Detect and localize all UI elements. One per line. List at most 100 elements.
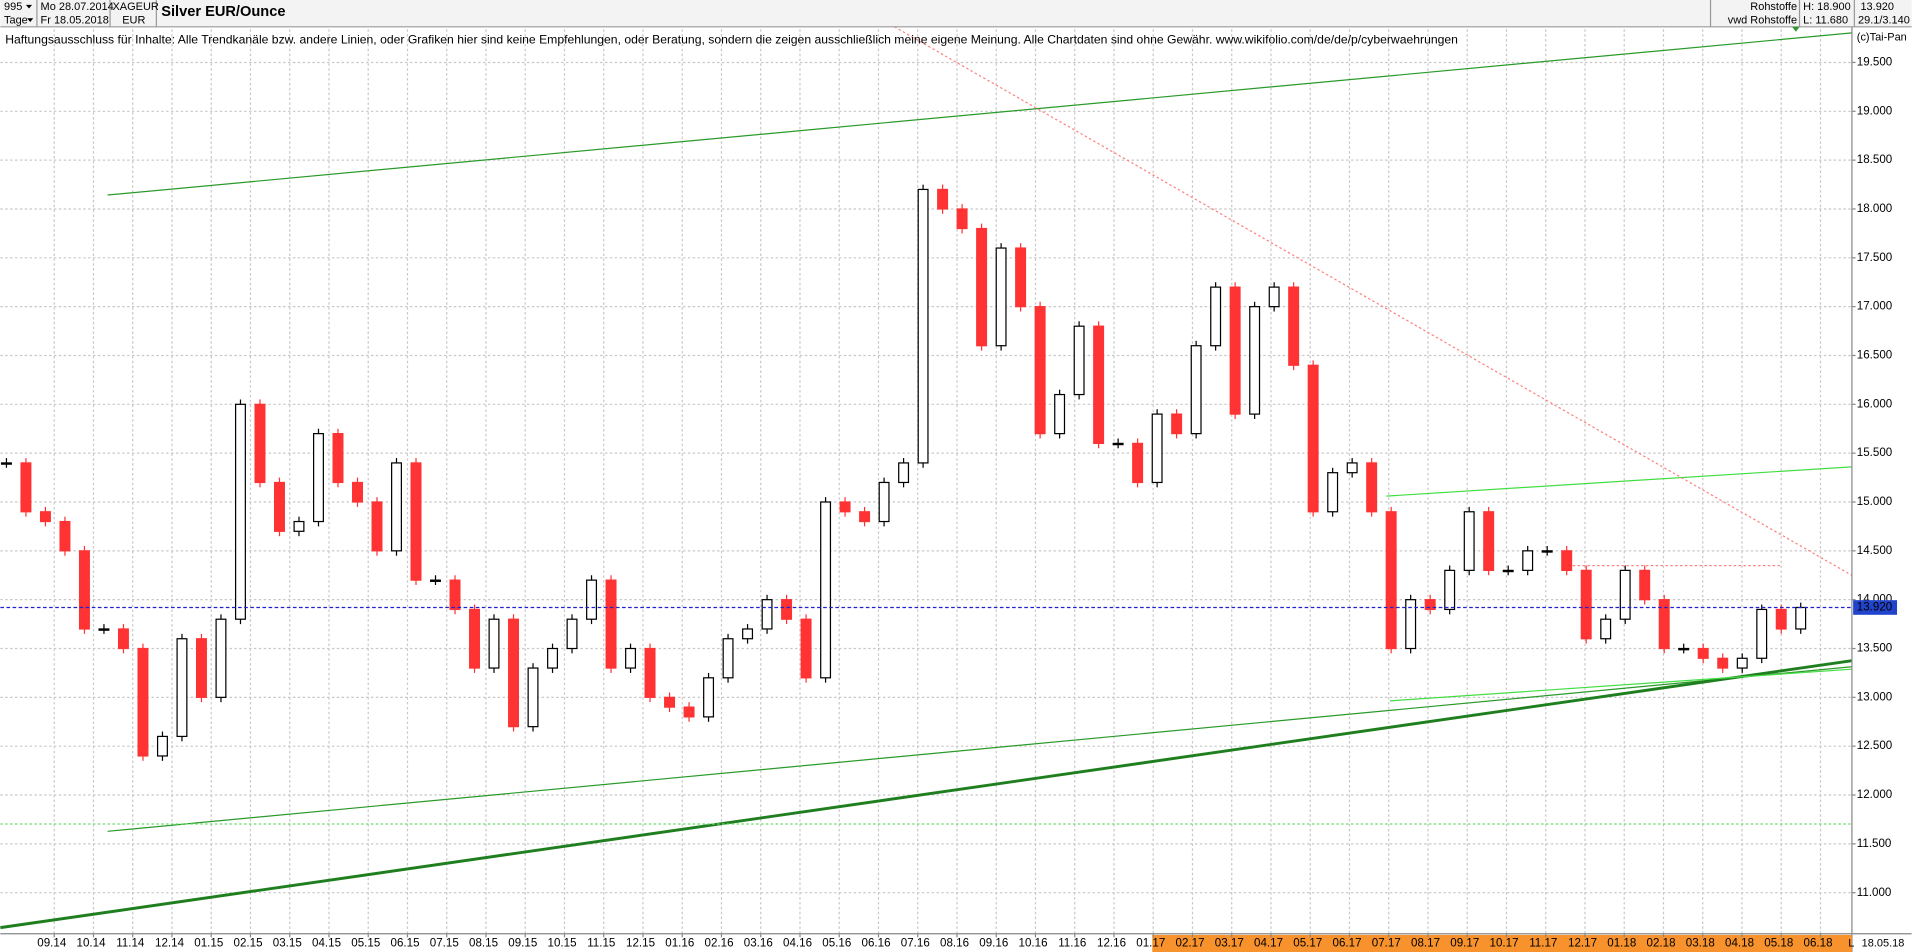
candle bbox=[859, 511, 871, 523]
candle bbox=[1171, 413, 1183, 435]
dropdown-arrow[interactable] bbox=[27, 18, 34, 22]
date-from: Mo 28.07.2014 bbox=[41, 1, 114, 13]
candle bbox=[1405, 599, 1417, 650]
x-tick-label: 10.17 bbox=[1490, 938, 1519, 950]
candle bbox=[1034, 306, 1046, 435]
dropdown-arrow[interactable] bbox=[25, 4, 33, 9]
x-tick-label: 03.16 bbox=[744, 938, 773, 950]
trend-lines bbox=[0, 23, 1853, 930]
symbol: XAGEUR bbox=[112, 1, 158, 13]
period[interactable]: Tage bbox=[4, 15, 28, 27]
x-tick-label: 12.16 bbox=[1097, 938, 1126, 950]
candle bbox=[1307, 364, 1319, 513]
candle bbox=[195, 638, 207, 698]
y-tick-label: 18.500 bbox=[1857, 154, 1892, 166]
x-tick-label: 07.15 bbox=[430, 938, 459, 950]
x-tick-label: 12.17 bbox=[1568, 938, 1597, 950]
x-tick-label: 06.15 bbox=[391, 938, 420, 950]
candle bbox=[156, 735, 168, 757]
candle bbox=[1327, 472, 1339, 513]
y-tick-label: 17.500 bbox=[1857, 252, 1892, 264]
last-price-label: 13.920 bbox=[1857, 602, 1892, 614]
candle bbox=[547, 647, 559, 669]
candle bbox=[703, 677, 715, 718]
candle bbox=[742, 628, 754, 640]
candle bbox=[1132, 442, 1144, 484]
marker bbox=[1792, 26, 1800, 32]
candle bbox=[1444, 569, 1456, 611]
candle bbox=[878, 481, 890, 523]
source: vwd Rohstoffe bbox=[1728, 15, 1797, 27]
y-tick-label: 12.500 bbox=[1857, 740, 1892, 752]
candle bbox=[391, 462, 402, 552]
count[interactable]: 995 bbox=[4, 1, 22, 13]
x-tick-label: 07.17 bbox=[1372, 938, 1401, 950]
axes: 11.00011.50012.00012.50013.00013.50014.0… bbox=[0, 26, 1912, 952]
last-price-box bbox=[1853, 600, 1898, 615]
trend-line bbox=[0, 659, 1853, 930]
resistance-line bbox=[889, 23, 1853, 576]
date-to: Fr 18.05.2018 bbox=[41, 15, 109, 27]
x-tick-label: 11.14 bbox=[116, 938, 145, 950]
candle bbox=[1229, 286, 1241, 415]
end-mark: L bbox=[1848, 937, 1854, 949]
candle bbox=[254, 403, 266, 484]
candles bbox=[0, 184, 1807, 761]
candle bbox=[1015, 247, 1027, 308]
last: 13.920 bbox=[1860, 1, 1894, 13]
y-tick-label: 16.500 bbox=[1857, 350, 1892, 362]
candle bbox=[1717, 657, 1729, 669]
candle bbox=[273, 481, 285, 532]
x-tick-label: 09.15 bbox=[508, 938, 537, 950]
candle bbox=[59, 520, 71, 552]
x-tick-label: 11.15 bbox=[587, 938, 615, 950]
x-tick-label: 09.14 bbox=[37, 938, 67, 950]
candle bbox=[839, 501, 851, 513]
candle bbox=[1697, 647, 1709, 659]
x-tick-label: 04.18 bbox=[1725, 938, 1754, 950]
candle bbox=[176, 638, 188, 738]
candle bbox=[332, 433, 344, 484]
candle bbox=[1366, 462, 1378, 513]
y-tick-label: 12.000 bbox=[1857, 789, 1892, 801]
x-tick-label: 02.15 bbox=[234, 938, 263, 950]
candle bbox=[371, 501, 383, 552]
candle bbox=[644, 647, 656, 698]
candle bbox=[937, 188, 949, 210]
candle bbox=[39, 511, 51, 523]
y-tick-label: 11.000 bbox=[1857, 887, 1892, 899]
candle bbox=[234, 403, 246, 620]
candle bbox=[976, 227, 988, 347]
x-tick-label: 02.18 bbox=[1647, 938, 1676, 950]
candle bbox=[664, 696, 676, 708]
candle bbox=[488, 618, 500, 669]
candle bbox=[1093, 325, 1105, 445]
x-tick-label: 08.17 bbox=[1411, 938, 1440, 950]
y-tick-label: 14.500 bbox=[1857, 545, 1892, 557]
candle bbox=[20, 462, 32, 513]
candle bbox=[800, 618, 812, 679]
x-tick-label: 10.15 bbox=[548, 938, 577, 950]
candle bbox=[1736, 657, 1748, 669]
candle bbox=[1268, 286, 1280, 308]
candle bbox=[1210, 286, 1222, 347]
header-bar bbox=[0, 0, 1912, 27]
candle bbox=[410, 462, 422, 581]
x-tick-label: 08.15 bbox=[469, 938, 498, 950]
y-tick-label: 19.000 bbox=[1857, 105, 1892, 117]
x-tick-label: 09.16 bbox=[979, 938, 1008, 950]
candle bbox=[1385, 511, 1397, 650]
x-tick-label: 04.15 bbox=[312, 938, 341, 950]
x-tick-label: 01.16 bbox=[665, 938, 694, 950]
x-tick-label: 02.17 bbox=[1176, 938, 1205, 950]
candle bbox=[1600, 618, 1612, 640]
header: 995 Tage Mo 28.07.2014 Fr 18.05.2018 XAG… bbox=[0, 0, 1912, 32]
x-tick-label: 03.18 bbox=[1686, 938, 1715, 950]
x-tick-label: 06.17 bbox=[1333, 938, 1362, 950]
high: H: 18.900 bbox=[1803, 1, 1851, 13]
y-tick-label: 18.000 bbox=[1857, 203, 1892, 215]
x-axis-highlight bbox=[1152, 934, 1852, 952]
x-tick-label: 11.17 bbox=[1529, 938, 1557, 950]
